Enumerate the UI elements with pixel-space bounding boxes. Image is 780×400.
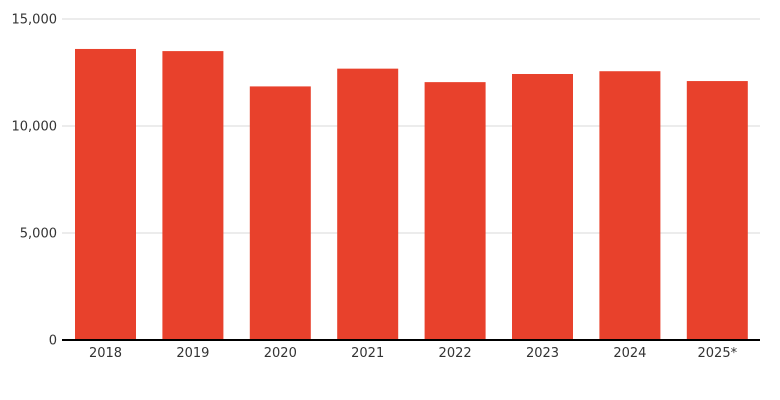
bars xyxy=(75,48,748,341)
x-axis-ticks: 2018 2019 2020 2021 2022 2023 2024 2025* xyxy=(89,346,738,361)
y-tick-label: 5,000 xyxy=(20,227,57,242)
x-tick-label: 2025* xyxy=(698,346,738,361)
x-tick-label: 2022 xyxy=(439,346,472,361)
bar-2018 xyxy=(75,48,136,341)
bar-2022 xyxy=(424,82,486,340)
x-tick-label: 2021 xyxy=(351,346,384,361)
y-tick-label: 10,000 xyxy=(12,120,58,135)
y-tick-label: 15,000 xyxy=(12,13,58,28)
bar-2025* xyxy=(686,81,748,340)
bar-2023 xyxy=(512,73,573,341)
x-tick-label: 2020 xyxy=(264,346,297,361)
bar-2020 xyxy=(249,86,311,340)
x-tick-label: 2023 xyxy=(526,346,559,361)
x-tick-label: 2019 xyxy=(176,346,209,361)
y-tick-label: 0 xyxy=(49,334,57,349)
x-tick-label: 2024 xyxy=(613,346,646,361)
y-axis-ticks: 0 5,000 10,000 15,000 xyxy=(12,13,58,349)
bar-2021 xyxy=(337,68,399,340)
bar-2024 xyxy=(599,71,661,340)
bar-2019 xyxy=(162,51,224,340)
x-tick-label: 2018 xyxy=(89,346,122,361)
